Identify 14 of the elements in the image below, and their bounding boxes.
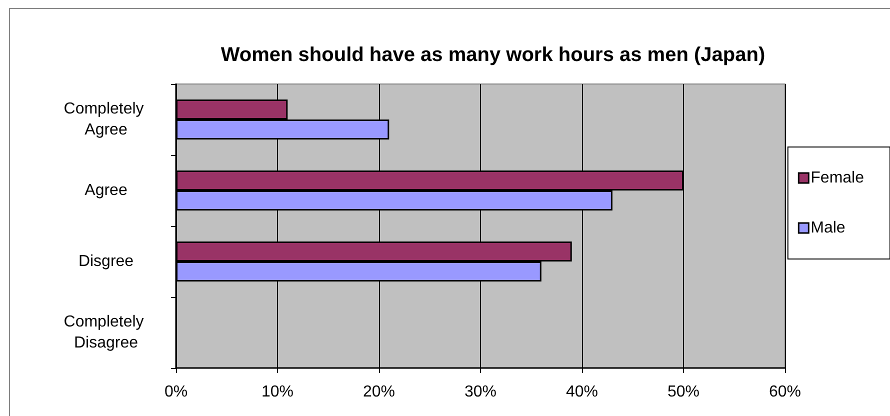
x-tick-label: 40% xyxy=(566,384,598,400)
x-tick-label: 50% xyxy=(667,384,700,400)
y-tick-label: Completely Disagree xyxy=(64,314,148,352)
chart-title: Women should have as many work hours as men (Japan) xyxy=(220,44,766,66)
x-tick-label: 30% xyxy=(464,384,497,400)
y-tick-label: Agree xyxy=(84,182,128,199)
x-tick-label: 0% xyxy=(164,384,188,400)
legend-label: Female xyxy=(810,170,864,186)
x-tick-label: 20% xyxy=(362,384,396,400)
x-tick-label: 10% xyxy=(261,384,294,400)
x-tick-label: 60% xyxy=(768,384,802,400)
legend-label: Male xyxy=(810,220,846,236)
y-tick-label: Disgree xyxy=(78,253,134,270)
y-tick-label: Completely Agree xyxy=(64,100,148,138)
